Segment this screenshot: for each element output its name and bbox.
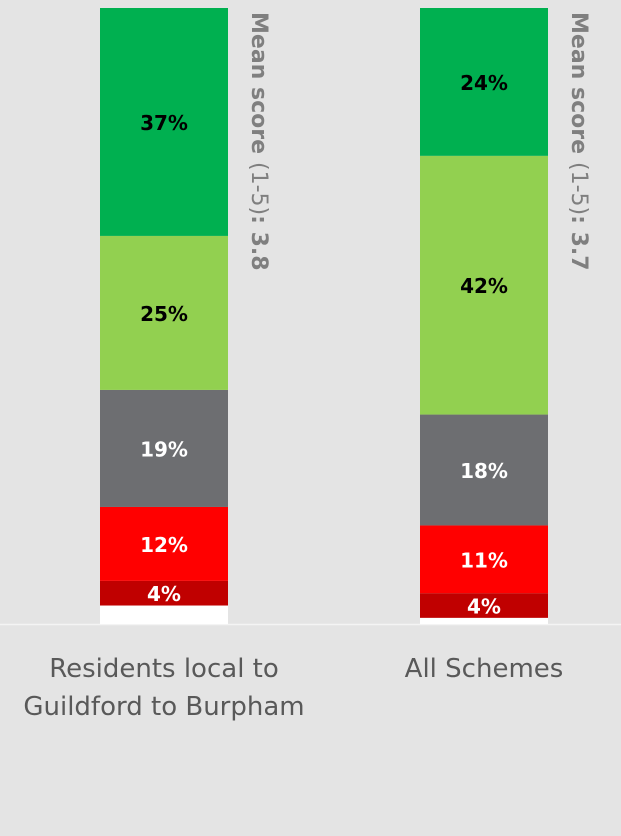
bar-segment (100, 506, 228, 581)
annotation-part: Mean score (566, 12, 591, 154)
bar-segment (420, 525, 548, 594)
data-label: 12% (140, 533, 188, 557)
bar-segment (100, 8, 228, 236)
bar-segment (100, 605, 228, 624)
bar-segment (420, 8, 548, 156)
data-label: 42% (460, 274, 508, 298)
annotation-part: (1-5) (246, 162, 271, 215)
bar-segment (100, 235, 228, 390)
x-tick-label: All Schemes (404, 654, 564, 684)
x-tick-label: Residents local to Guildford to Burpham (23, 654, 305, 722)
annotation-part: : 3.7 (566, 215, 591, 270)
data-label: 25% (140, 302, 188, 326)
bar-segment (100, 389, 228, 507)
data-label: 11% (460, 548, 508, 572)
bar-segment (420, 155, 548, 415)
bar-segment (420, 593, 548, 618)
annotation-part: : 3.8 (246, 215, 271, 270)
bar-segment (420, 617, 548, 624)
data-label: 19% (140, 437, 188, 461)
data-label: 18% (460, 459, 508, 483)
annotation-part: (1-5) (566, 162, 591, 215)
bar-segment (100, 580, 228, 606)
data-label: 37% (140, 111, 188, 135)
annotation-part: Mean score (246, 12, 271, 154)
bar-segment (420, 414, 548, 526)
data-label: 4% (467, 595, 501, 619)
data-label: 4% (147, 582, 181, 606)
annotation: Mean score (1-5): 3.8 (246, 12, 271, 271)
annotation: Mean score (1-5): 3.7 (566, 12, 591, 271)
data-label: 24% (460, 71, 508, 95)
